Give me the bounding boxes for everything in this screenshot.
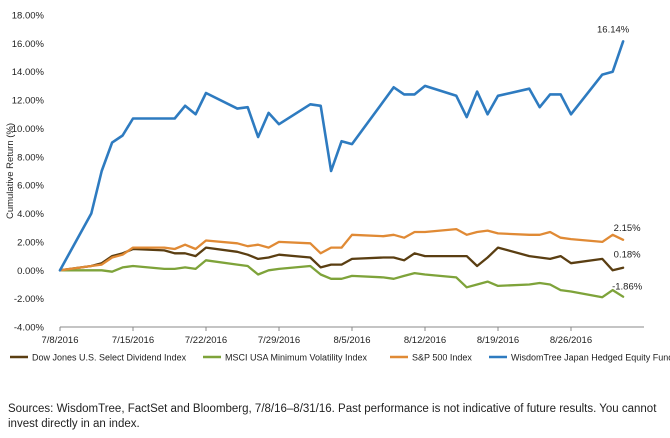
x-tick-label: 8/12/2016 <box>404 335 446 346</box>
x-tick-label: 7/22/2016 <box>185 335 227 346</box>
y-tick-label: 14.00% <box>12 67 45 78</box>
series-line-3 <box>58 227 625 272</box>
y-tick-label: 6.00% <box>17 181 44 192</box>
x-tick-label: 7/8/2016 <box>42 335 79 346</box>
series-line-1 <box>58 246 625 272</box>
legend-label: WisdomTree Japan Hedged Equity Fund <box>511 353 670 363</box>
y-tick-label: 4.00% <box>17 209 44 220</box>
legend-label: S&P 500 Index <box>412 353 472 363</box>
x-tick-label: 8/5/2016 <box>334 335 371 346</box>
y-tick-label: -2.00% <box>14 294 45 305</box>
y-tick-label: 0.00% <box>17 266 44 277</box>
y-tick-label: 8.00% <box>17 152 44 163</box>
x-tick-label: 7/29/2016 <box>258 335 300 346</box>
source-note: Sources: WisdomTree, FactSet and Bloombe… <box>8 403 657 430</box>
y-tick-label: 16.00% <box>12 39 45 50</box>
y-axis-ticks: -4.00% -2.00% 0.00% 2.00% 4.00% 6.00% 8.00% 10.… <box>12 11 45 334</box>
x-axis-ticks: 7/8/2016 7/15/2016 7/22/2016 7/29/2016 8/5/2… <box>42 327 592 346</box>
legend-label: MSCI USA Minimum Volatility Index <box>225 353 368 363</box>
series-lines <box>58 40 625 299</box>
x-tick-label: 7/15/2016 <box>112 335 154 346</box>
end-value-label: 2.15% <box>614 223 641 234</box>
end-value-label: 16.14% <box>597 24 630 35</box>
x-tick-label: 8/26/2016 <box>550 335 592 346</box>
series-line-4 <box>58 40 625 272</box>
end-value-label: -1.86% <box>612 282 643 293</box>
end-labels: 0.18% -1.86% 2.15% 16.14% <box>597 24 643 292</box>
end-value-label: 0.18% <box>614 250 641 261</box>
legend-label: Dow Jones U.S. Select Dividend Index <box>32 353 187 363</box>
y-axis-title: Cumulative Return (%) <box>5 123 16 219</box>
series-line-2 <box>58 259 625 299</box>
y-tick-label: 18.00% <box>12 11 45 22</box>
y-tick-label: 12.00% <box>12 96 45 107</box>
y-tick-label: 2.00% <box>17 237 44 248</box>
legend: Dow Jones U.S. Select Dividend Index MSCI… <box>10 353 670 363</box>
y-tick-label: 10.00% <box>12 124 45 135</box>
y-tick-label: -4.00% <box>14 323 45 334</box>
x-tick-label: 8/19/2016 <box>477 335 519 346</box>
